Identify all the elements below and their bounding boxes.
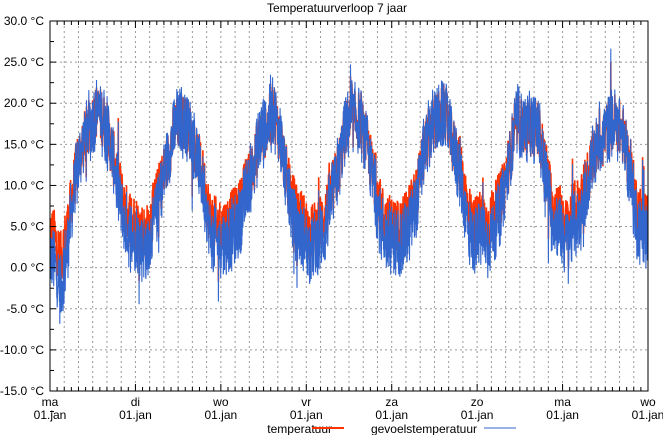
series-lines <box>49 48 649 324</box>
y-tick-label: -5.0 °C <box>7 302 45 316</box>
x-tick-label-date: 01.jan <box>375 408 408 422</box>
x-tick-label-date: 01.jan <box>290 408 323 422</box>
x-tick-label-day: di <box>131 395 140 409</box>
x-tick-label-date: 01.jan <box>546 408 579 422</box>
series-line-gevoelstemperatuur <box>49 48 649 324</box>
chart-title: Temperatuurverloop 7 jaar <box>267 1 407 15</box>
x-tick-label-day: wo <box>212 395 229 409</box>
x-tick-label-day: za <box>385 395 398 409</box>
x-tick-label-date: 01.jan <box>461 408 494 422</box>
x-tick-label-day: vr <box>301 395 311 409</box>
y-tick-label: 30.0 °C <box>4 14 44 28</box>
x-tick-label-date: 01.jan <box>205 408 238 422</box>
x-tick-label-date: 01.jan <box>34 408 67 422</box>
y-tick-label: 5.0 °C <box>11 220 45 234</box>
legend-label-temperatuur: temperatuur <box>267 422 332 435</box>
x-tick-label-date: 01.jan <box>632 408 663 422</box>
y-tick-label: 10.0 °C <box>4 178 44 192</box>
y-tick-label: 0.0 °C <box>11 261 45 275</box>
x-axis: ma01.jandi01.janwo01.janvr01.janza01.jan… <box>34 21 663 422</box>
y-tick-label: 25.0 °C <box>4 55 44 69</box>
legend-label-gevoelstemperatuur: gevoelstemperatuur <box>371 422 477 435</box>
x-tick-label-day: ma <box>554 395 571 409</box>
y-tick-label: -15.0 °C <box>0 384 44 398</box>
x-tick-label-day: wo <box>639 395 656 409</box>
y-tick-label: 15.0 °C <box>4 137 44 151</box>
x-tick-label-date: 01.jan <box>119 408 152 422</box>
x-tick-label-day: zo <box>471 395 484 409</box>
x-tick-label-day: ma <box>42 395 59 409</box>
y-axis: 30.0 °C 25.0 °C 20.0 °C 15.0 °C 10.0 °C 5.0 °… <box>0 14 56 413</box>
y-tick-label: 20.0 °C <box>4 96 44 110</box>
legend: temperatuur gevoelstemperatuur <box>267 422 516 435</box>
y-tick-label: -10.0 °C <box>0 343 44 357</box>
